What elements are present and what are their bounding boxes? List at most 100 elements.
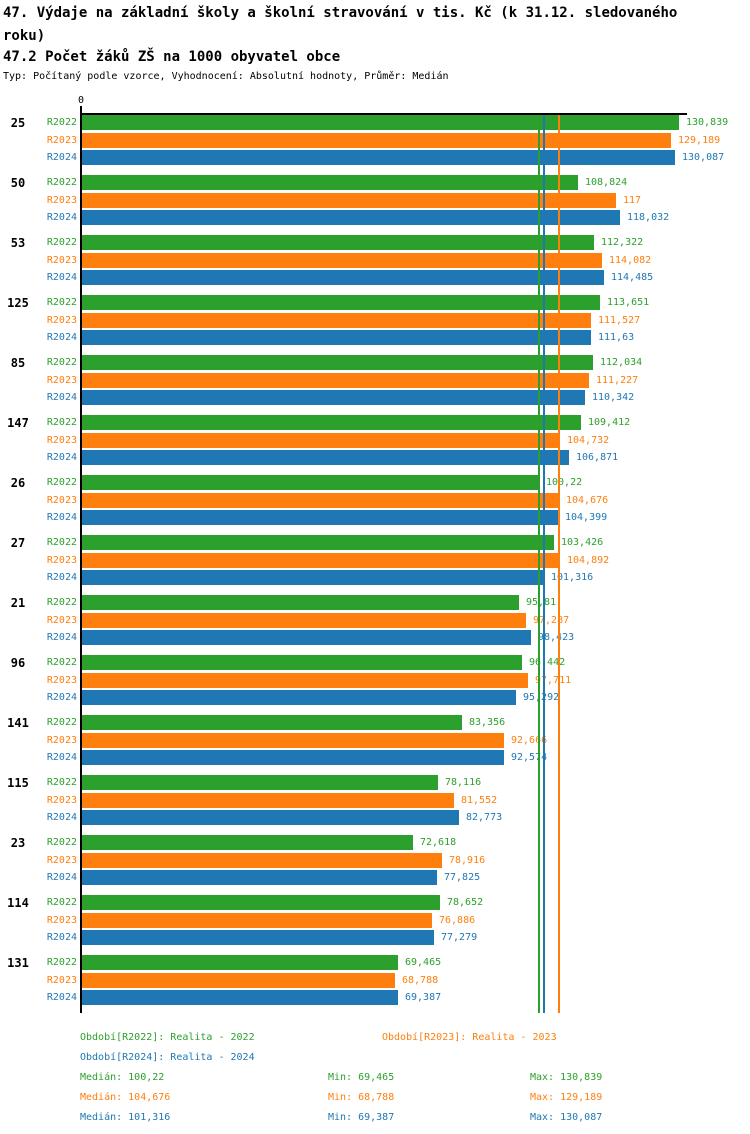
value-label: 83,356 [469, 717, 506, 728]
series-label-r2023: R2023 [46, 855, 77, 866]
series-label-r2023: R2023 [46, 195, 77, 206]
series-label-r2024: R2024 [46, 512, 77, 523]
bar-r2024-23 [81, 870, 437, 885]
value-label: 111,227 [596, 375, 639, 386]
series-label-r2023: R2023 [46, 495, 77, 506]
bar-r2024-50 [81, 210, 620, 225]
bar-r2024-131 [81, 990, 398, 1005]
legend-item-r2022: Období[R2022]: Realita - 2022 [80, 1032, 255, 1043]
x-axis-line [80, 113, 687, 115]
value-label: 109,412 [588, 417, 631, 428]
series-label-r2023: R2023 [46, 735, 77, 746]
series-label-r2023: R2023 [46, 975, 77, 986]
value-label: 108,824 [585, 177, 628, 188]
value-label: 130,087 [682, 152, 725, 163]
bar-r2022-131 [81, 955, 398, 970]
bar-r2022-50 [81, 175, 578, 190]
bar-r2024-53 [81, 270, 604, 285]
bar-r2024-141 [81, 750, 504, 765]
stat-median-r2022: Medián: 100,22 [80, 1072, 165, 1083]
series-label-r2023: R2023 [46, 375, 77, 386]
stat-median-r2023: Medián: 104,676 [80, 1092, 171, 1103]
series-label-r2022: R2022 [46, 897, 77, 908]
stat-min-r2024: Min: 69,387 [328, 1112, 395, 1123]
value-label: 114,485 [611, 272, 654, 283]
category-label: 27 [10, 536, 26, 550]
series-label-r2024: R2024 [46, 332, 77, 343]
value-label: 112,034 [600, 357, 643, 368]
category-label: 115 [7, 776, 29, 790]
stat-max-r2022: Max: 130,839 [530, 1072, 603, 1083]
series-label-r2024: R2024 [46, 692, 77, 703]
value-label: 77,825 [444, 872, 481, 883]
series-label-r2022: R2022 [46, 297, 77, 308]
stat-min-r2023: Min: 68,788 [328, 1092, 395, 1103]
value-label: 98,423 [538, 632, 575, 643]
series-label-r2022: R2022 [46, 597, 77, 608]
chart-subtitle: 47.2 Počet žáků ZŠ na 1000 obyvatel obce [3, 49, 341, 65]
series-label-r2024: R2024 [46, 932, 77, 943]
bar-r2022-21 [81, 595, 519, 610]
bar-r2023-85 [81, 373, 589, 388]
series-label-r2022: R2022 [46, 357, 77, 368]
value-label: 104,399 [565, 512, 608, 523]
bar-r2023-114 [81, 913, 432, 928]
bar-r2023-115 [81, 793, 454, 808]
value-label: 100,22 [546, 477, 583, 488]
bar-r2022-23 [81, 835, 413, 850]
bar-r2023-26 [81, 493, 559, 508]
series-label-r2023: R2023 [46, 675, 77, 686]
series-label-r2022: R2022 [46, 837, 77, 848]
series-label-r2024: R2024 [46, 872, 77, 883]
value-label: 106,871 [576, 452, 619, 463]
value-label: 95,292 [523, 692, 560, 703]
series-label-r2022: R2022 [46, 477, 77, 488]
series-label-r2022: R2022 [46, 177, 77, 188]
value-label: 110,342 [592, 392, 635, 403]
chart-meta-line: Typ: Počítaný podle vzorce, Vyhodnocení:… [3, 71, 449, 82]
series-label-r2023: R2023 [46, 315, 77, 326]
value-label: 97,287 [533, 615, 570, 626]
category-label: 85 [10, 356, 26, 370]
value-label: 101,316 [551, 572, 594, 583]
chart-title: 47. Výdaje na základní školy a školní st… [3, 5, 678, 44]
stat-median-r2024: Medián: 101,316 [80, 1112, 171, 1123]
category-label: 50 [10, 176, 26, 190]
median-line-r2022 [538, 113, 540, 1013]
y-axis-line [80, 106, 82, 1013]
median-line-r2024 [543, 113, 545, 1013]
legend-item-r2024: Období[R2024]: Realita - 2024 [80, 1052, 255, 1063]
bar-r2024-125 [81, 330, 591, 345]
series-label-r2022: R2022 [46, 717, 77, 728]
bar-r2024-114 [81, 930, 434, 945]
series-label-r2024: R2024 [46, 272, 77, 283]
series-label-r2023: R2023 [46, 615, 77, 626]
category-label: 114 [7, 896, 29, 910]
value-label: 76,886 [439, 915, 476, 926]
bar-r2023-147 [81, 433, 560, 448]
bar-r2022-141 [81, 715, 462, 730]
bar-r2023-131 [81, 973, 395, 988]
value-label: 118,032 [627, 212, 670, 223]
value-label: 104,676 [566, 495, 609, 506]
value-label: 81,552 [461, 795, 498, 806]
value-label: 129,189 [678, 135, 721, 146]
bar-r2022-26 [81, 475, 539, 490]
stat-max-r2024: Max: 130,087 [530, 1112, 603, 1123]
value-label: 111,527 [598, 315, 641, 326]
value-label: 114,082 [609, 255, 652, 266]
bar-r2024-96 [81, 690, 516, 705]
bar-r2022-125 [81, 295, 600, 310]
bar-r2024-27 [81, 570, 544, 585]
series-label-r2023: R2023 [46, 135, 77, 146]
series-label-r2024: R2024 [46, 632, 77, 643]
series-label-r2024: R2024 [46, 392, 77, 403]
bar-r2023-27 [81, 553, 560, 568]
bar-r2024-115 [81, 810, 459, 825]
series-label-r2024: R2024 [46, 812, 77, 823]
bar-r2024-85 [81, 390, 585, 405]
category-label: 21 [10, 596, 26, 610]
bar-r2024-21 [81, 630, 531, 645]
